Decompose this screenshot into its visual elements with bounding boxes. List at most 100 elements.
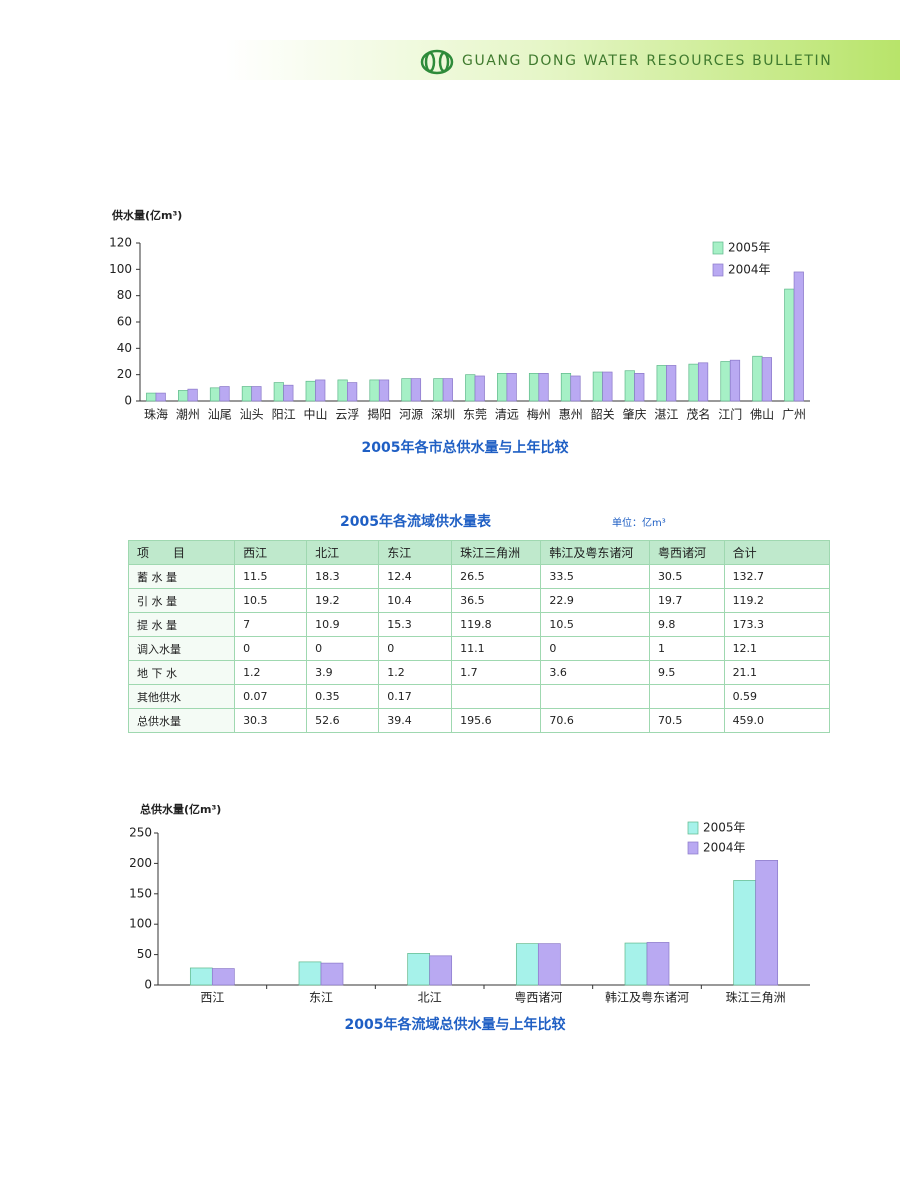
table-cell: 提 水 量 [127,612,236,637]
bar [146,392,157,402]
bar [474,375,485,402]
table-cell: 195.6 [451,708,542,733]
bar [369,379,380,402]
x-tick-label: 清远 [495,408,519,422]
bar [211,968,235,986]
bar [219,386,230,402]
bar [429,955,453,986]
table-cell: 21.1 [723,660,831,685]
x-tick-label: 湛江 [654,408,678,422]
bar [401,378,412,402]
y-tick-label: 120 [109,236,132,250]
bar [720,361,731,402]
column-header: 东江 [378,540,453,565]
x-tick-label: 北江 [418,991,442,1005]
bar [178,390,189,402]
x-tick-label: 深圳 [431,408,455,422]
header-title: GUANG DONG WATER RESOURCES BULLETIN [462,53,833,69]
table-cell: 11.1 [451,636,542,661]
x-tick-label: 汕尾 [208,408,232,422]
bar [570,375,581,402]
bar [537,943,561,986]
y-tick-label: 80 [117,288,132,302]
x-tick-label: 惠州 [559,408,583,422]
bar [315,379,326,402]
x-tick-label: 汕头 [240,408,264,422]
table-cell: 39.4 [378,708,453,733]
x-tick-label: 阳江 [272,408,296,422]
bar [697,362,709,402]
bar [209,387,221,402]
x-tick-label: 西江 [200,991,224,1005]
table-cell: 18.3 [306,564,380,589]
table-cell: 10.4 [378,588,453,613]
x-tick-label: 河源 [399,408,423,422]
y-axis-label: 总供水量(亿m³) [140,802,221,816]
table-cell [451,684,542,709]
bar [497,373,508,402]
table-cell: 地 下 水 [127,660,236,685]
y-tick-label: 100 [109,262,132,276]
x-tick-label: 揭阳 [367,407,391,422]
x-tick-label: 韶关 [591,407,615,422]
y-tick-label: 60 [117,315,132,329]
column-header: 项 目 [127,540,236,565]
bar [515,943,539,986]
bar [283,384,294,402]
bar [241,386,253,402]
table-cell: 19.7 [648,588,725,613]
bar [337,379,348,402]
bar [755,860,779,986]
x-tick-label: 云浮 [335,408,359,422]
table-cell: 459.0 [723,708,831,733]
x-tick-label: 茂名 [686,407,710,422]
bar [410,378,422,402]
bar [752,355,763,402]
x-tick-label: 珠江三角洲 [726,991,786,1005]
table-cell: 11.5 [234,564,308,589]
x-tick-label: 粤西诸河 [514,990,562,1005]
table-cell: 总供水量 [127,708,236,733]
bar [506,373,517,402]
y-tick-label: 250 [129,826,152,840]
column-header: 合计 [723,540,831,565]
logo [420,49,454,75]
bar [656,365,667,402]
column-header: 西江 [234,540,308,565]
bar [433,378,444,402]
bar [187,388,198,402]
table-cell: 30.3 [234,708,308,733]
legend-label: 2005年 [703,821,746,835]
bar [592,371,603,402]
table-cell: 0.35 [306,684,380,709]
table: 项 目西江 北江 东江 珠江三角洲 韩江及粤东诸河 粤西诸河 合计蓄 水 量 11.5 18.3… [127,540,831,733]
x-tick-label: 佛山 [750,408,774,422]
bar [273,382,284,402]
header-band [0,40,900,80]
table-cell: 0.59 [723,684,831,709]
table-title: 2005年各流域供水量表 [340,514,491,530]
column-header: 韩江及粤东诸河 [540,540,650,565]
legend-swatch [712,241,724,255]
bar [298,961,322,986]
y-axis-label: 供水量(亿m³) [111,208,182,222]
bar [624,942,648,986]
table-cell: 119.8 [451,612,542,637]
y-tick-label: 100 [129,917,152,931]
bar [634,373,645,402]
table-cell: 其他供水 [127,684,236,709]
chart-title: 2005年各流域总供水量与上年比较 [345,1016,566,1033]
table-cell: 0.17 [378,684,453,709]
bar [442,378,453,402]
x-tick-label: 珠海 [144,407,168,422]
y-tick-label: 200 [129,856,152,870]
table-cell: 引 水 量 [127,588,236,613]
bar [528,373,540,402]
y-tick-label: 0 [124,394,132,408]
y-tick-label: 0 [144,978,152,992]
bar [646,942,670,986]
bar [155,392,166,402]
y-tick-label: 40 [117,341,132,355]
legend-label: 2004年 [703,841,746,855]
